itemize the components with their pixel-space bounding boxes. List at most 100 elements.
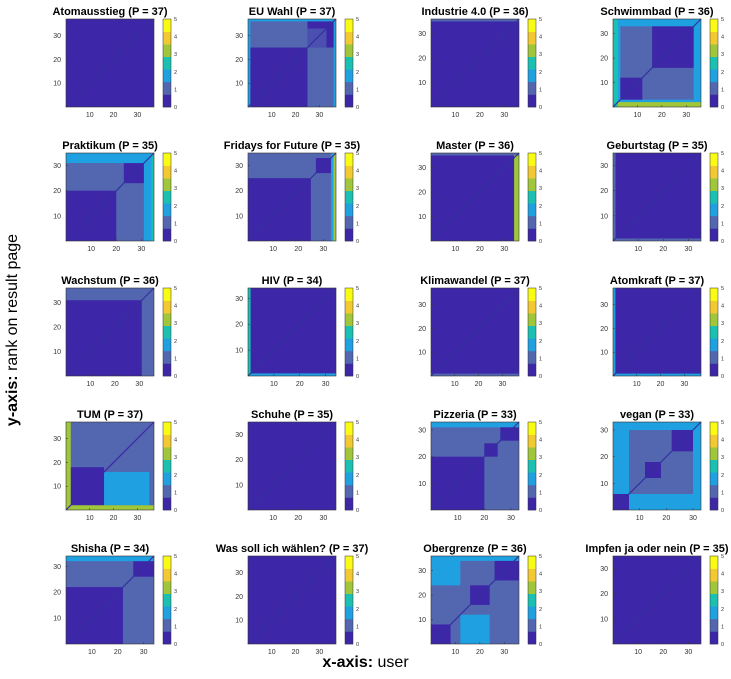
y-axis-text: rank on result page [4,233,21,371]
colorbar-segment [345,94,353,108]
heatmap-panel: Schuhe (P = 35) 10 20 30 10 20 30 0 1 2 3 4 5 [235,409,359,522]
colorbar-segment [528,203,536,217]
colorbar-box [709,287,719,377]
colorbar-tick-label: 2 [539,70,542,76]
colorbar-segment [163,203,171,217]
x-tick-label: 20 [110,112,118,119]
x-tick-label: 30 [140,649,148,656]
x-tick-label: 30 [315,649,323,656]
x-tick-label: 30 [320,246,328,253]
y-tick-label: 30 [53,163,61,170]
colorbar-tick-label: 0 [721,508,724,514]
y-axis-label: y-axis: rank on result page [4,234,22,426]
heatmap-diagonal [65,421,155,511]
y-tick-label: 10 [418,350,426,357]
y-tick-label: 10 [53,349,61,356]
colorbar-tick-label: 3 [539,455,542,461]
colorbar-tick-label: 5 [539,286,542,292]
y-tick-label: 10 [53,616,61,623]
colorbar-segment [345,497,353,511]
colorbar-segment [345,631,353,645]
colorbar-segment [345,581,353,595]
colorbar-tick-label: 0 [539,374,542,380]
colorbar-tick-label: 3 [721,52,724,58]
colorbar-segment [345,472,353,486]
colorbar-segment [710,228,718,242]
heatmap-diagonal [430,421,520,511]
colorbar-tick-label: 3 [721,321,724,327]
panel-title: Fridays for Future (P = 35) [224,140,361,152]
x-tick-label: 20 [476,649,484,656]
heatmap-panel: TUM (P = 37) 10 20 30 10 20 30 0 1 2 3 4 5 [53,409,177,522]
colorbar-segment [345,56,353,70]
colorbar-tick-label: 0 [356,374,359,380]
colorbar-box [527,152,537,242]
colorbar-tick-label: 1 [721,221,724,227]
colorbar-segment [710,568,718,582]
heatmap-cell-block [629,496,688,510]
y-tick-label: 20 [418,190,426,197]
colorbar-tick-label: 2 [539,473,542,479]
colorbar-tick-label: 1 [721,87,724,93]
y-tick-label: 30 [600,302,608,309]
axes-box [430,287,520,377]
x-axis-prefix: x-axis: [322,654,374,671]
colorbar-tick-label: 0 [356,508,359,514]
colorbar-segment [345,44,353,58]
heatmap-panel: Wachstum (P = 36) 10 20 30 10 20 30 0 1 2 3 4 5 [53,275,177,388]
y-tick-label: 30 [418,302,426,309]
colorbar-segment [163,422,171,435]
colorbar-tick-label: 3 [356,186,359,192]
axes-box [247,152,337,242]
colorbar-segment [163,618,171,632]
colorbar-tick-label: 5 [539,554,542,560]
colorbar-tick-label: 4 [539,169,542,175]
colorbar-segment [163,568,171,582]
heatmap-diagonal [430,287,520,377]
colorbar-segment [710,618,718,632]
colorbar-segment [710,300,718,314]
colorbar-box [527,555,537,645]
colorbar-segment [710,497,718,511]
panel-title: EU Wahl (P = 37) [249,6,336,18]
x-tick-label: 30 [133,515,141,522]
colorbar-segment [345,484,353,498]
colorbar-segment [710,313,718,327]
colorbar-segment [528,44,536,58]
colorbar-tick-label: 5 [174,554,177,560]
y-tick-label: 20 [600,591,608,598]
colorbar-tick-label: 2 [539,339,542,345]
colorbar-segment [710,472,718,486]
axes-box [65,421,155,511]
colorbar-segment [163,447,171,461]
colorbar-tick-label: 2 [356,607,359,613]
colorbar-box [162,555,172,645]
y-tick-label: 30 [418,165,426,172]
heatmap-diagonal [65,287,155,377]
colorbar-tick-label: 2 [721,607,724,613]
x-tick-label: 10 [634,112,642,119]
colorbar-segment [710,459,718,473]
colorbar-tick-label: 3 [721,186,724,192]
colorbar-tick-label: 5 [356,151,359,157]
colorbar-segment [528,81,536,95]
heatmap-cell-block [613,19,618,107]
colorbar-tick-label: 2 [356,204,359,210]
colorbar-segment [528,94,536,108]
x-tick-label: 20 [659,649,667,656]
y-tick-label: 20 [418,326,426,333]
y-tick-label: 10 [235,213,243,220]
heatmap-diagonal [247,555,337,645]
heatmap-diagonal [430,18,520,108]
colorbar-box [344,421,354,511]
colorbar-tick-label: 5 [539,151,542,157]
colorbar-segment [528,300,536,314]
colorbar-segment [163,459,171,473]
colorbar-segment [528,422,536,435]
colorbar-segment [528,56,536,70]
colorbar-tick-label: 2 [174,607,177,613]
colorbar-tick-label: 3 [174,52,177,58]
colorbar-segment [345,31,353,45]
